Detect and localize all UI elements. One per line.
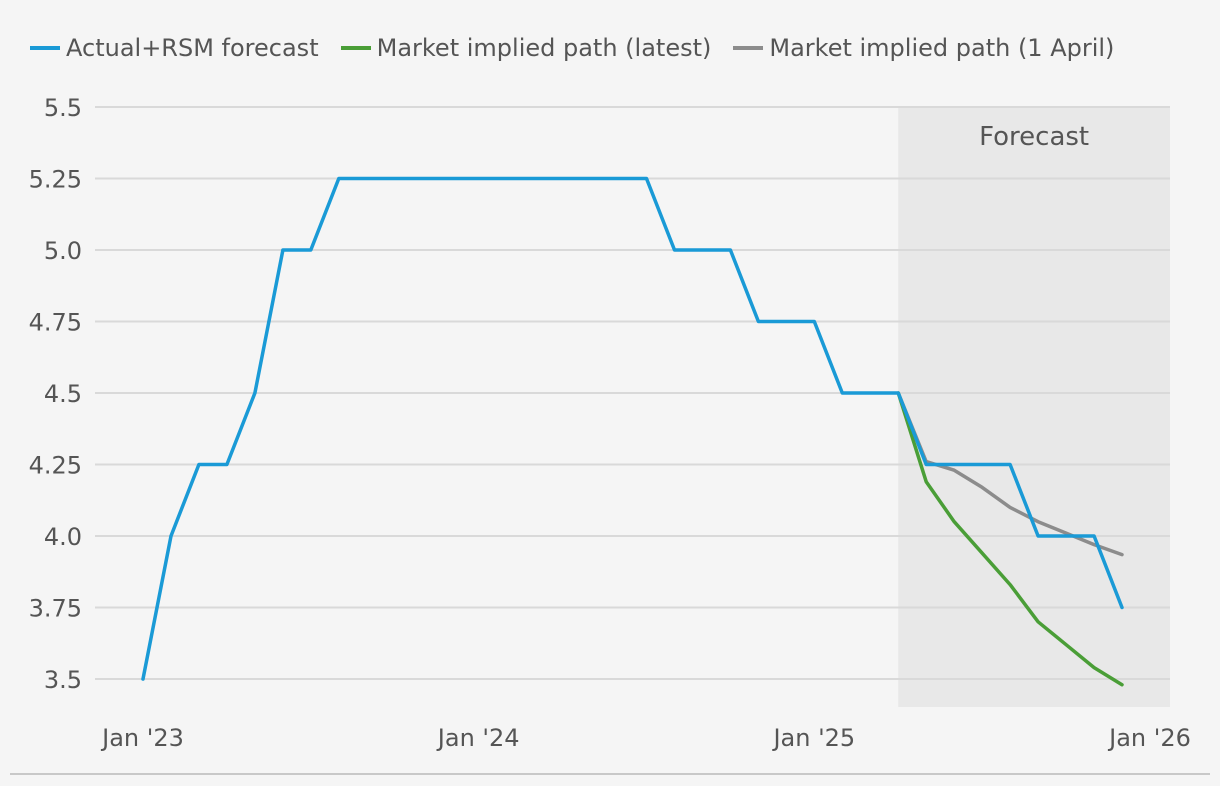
x-tick-label: Jan '25 [771, 724, 855, 752]
legend-swatch-april [733, 46, 764, 50]
legend-label-actual: Actual+RSM forecast [66, 34, 319, 62]
x-tick-label: Jan '24 [436, 724, 520, 752]
legend-swatch-latest [340, 46, 371, 50]
legend-item-latest: Market implied path (latest) [340, 34, 712, 62]
y-tick-label: 5.25 [29, 166, 82, 194]
x-tick-label: Jan '26 [1107, 724, 1191, 752]
legend: Actual+RSM forecast Market implied path … [30, 34, 1114, 62]
series-line-actual [141, 176, 1124, 681]
legend-item-actual: Actual+RSM forecast [30, 34, 319, 62]
forecast-region-label: Forecast [979, 122, 1089, 152]
legend-item-april: Market implied path (1 April) [733, 34, 1114, 62]
y-tick-label: 4.5 [44, 380, 82, 408]
x-tick-label: Jan '23 [100, 724, 184, 752]
y-tick-label: 5.0 [44, 237, 82, 265]
y-tick-label: 4.75 [29, 309, 82, 337]
y-tick-label: 3.5 [44, 666, 82, 694]
series-line-latest [896, 391, 1124, 687]
y-tick-label: 3.75 [29, 595, 82, 623]
legend-swatch-actual [30, 46, 60, 50]
legend-label-latest: Market implied path (latest) [376, 34, 712, 62]
legend-label-april: Market implied path (1 April) [769, 34, 1115, 62]
y-tick-label: 4.0 [44, 523, 82, 551]
y-tick-label: 4.25 [29, 452, 82, 480]
bottom-divider [10, 773, 1210, 775]
y-tick-label: 5.5 [44, 94, 82, 122]
